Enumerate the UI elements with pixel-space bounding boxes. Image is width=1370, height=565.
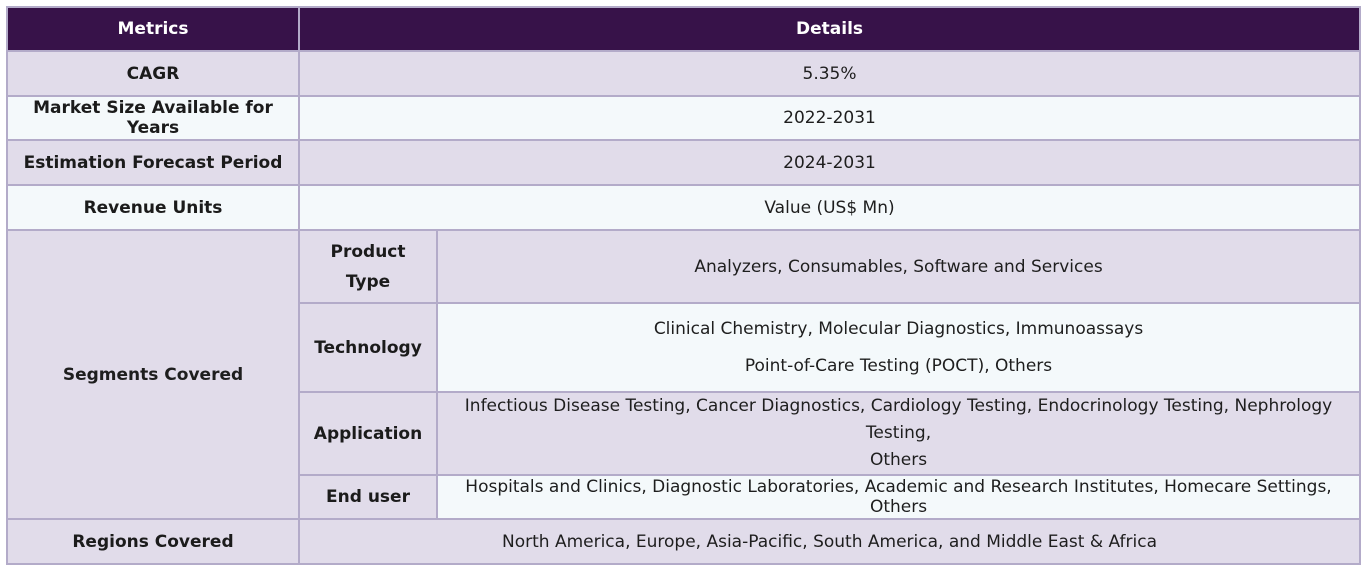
segment-value-line: Others [869, 450, 928, 470]
table-header-row: Metrics Details [6, 6, 1362, 52]
segment-name-technology: Technology [298, 302, 438, 393]
metric-revenue-units: Revenue Units [6, 184, 300, 231]
segment-row-end-user: End user Hospitals and Clinics, Diagnost… [7, 474, 1362, 520]
metric-forecast-period: Estimation Forecast Period [6, 139, 300, 186]
table-row: CAGR 5.35% [6, 50, 1362, 97]
segment-value-application: Infectious Disease Testing, Cancer Diagn… [435, 391, 1362, 476]
segment-row-application: Application Infectious Disease Testing, … [7, 391, 1362, 476]
segment-row-product-type: Segments Covered Product Type Analyzers,… [6, 229, 1362, 520]
report-metrics-table: Metrics Details CAGR 5.35% Market Size A… [6, 6, 1362, 565]
table-row: Regions Covered North America, Europe, A… [6, 518, 1362, 565]
table-row: Market Size Available for Years 2022-203… [6, 95, 1362, 141]
segments-covered-label: Segments Covered [6, 229, 300, 520]
segment-value-technology: Clinical Chemistry, Molecular Diagnostic… [435, 302, 1362, 393]
table-row: Revenue Units Value (US$ Mn) [6, 184, 1362, 231]
value-market-size-years: 2022-2031 [297, 95, 1362, 141]
metric-cagr: CAGR [6, 50, 300, 97]
segment-name-line: Type [345, 271, 391, 292]
segment-name-line: Product [330, 241, 406, 262]
header-metrics: Metrics [6, 6, 300, 52]
segment-row-technology: Technology Clinical Chemistry, Molecular… [7, 302, 1362, 393]
segment-value-line: Point-of-Care Testing (POCT), Others [744, 355, 1053, 376]
segment-name-end-user: End user [298, 474, 438, 520]
value-regions-covered: North America, Europe, Asia-Pacific, Sou… [297, 518, 1362, 565]
metric-market-size-years: Market Size Available for Years [6, 95, 300, 141]
table-row: Estimation Forecast Period 2024-2031 [6, 139, 1362, 186]
segment-value-line: Clinical Chemistry, Molecular Diagnostic… [653, 318, 1144, 339]
value-cagr: 5.35% [297, 50, 1362, 97]
value-revenue-units: Value (US$ Mn) [297, 184, 1362, 231]
segment-name-product-type: Product Type [298, 229, 438, 304]
segment-value-line: Infectious Disease Testing, Cancer Diagn… [464, 396, 1333, 443]
segment-value-end-user: Hospitals and Clinics, Diagnostic Labora… [435, 474, 1362, 520]
metric-regions-covered: Regions Covered [6, 518, 300, 565]
segment-value-product-type: Analyzers, Consumables, Software and Ser… [435, 229, 1362, 304]
segment-name-application: Application [298, 391, 438, 476]
value-forecast-period: 2024-2031 [297, 139, 1362, 186]
header-details: Details [297, 6, 1362, 52]
